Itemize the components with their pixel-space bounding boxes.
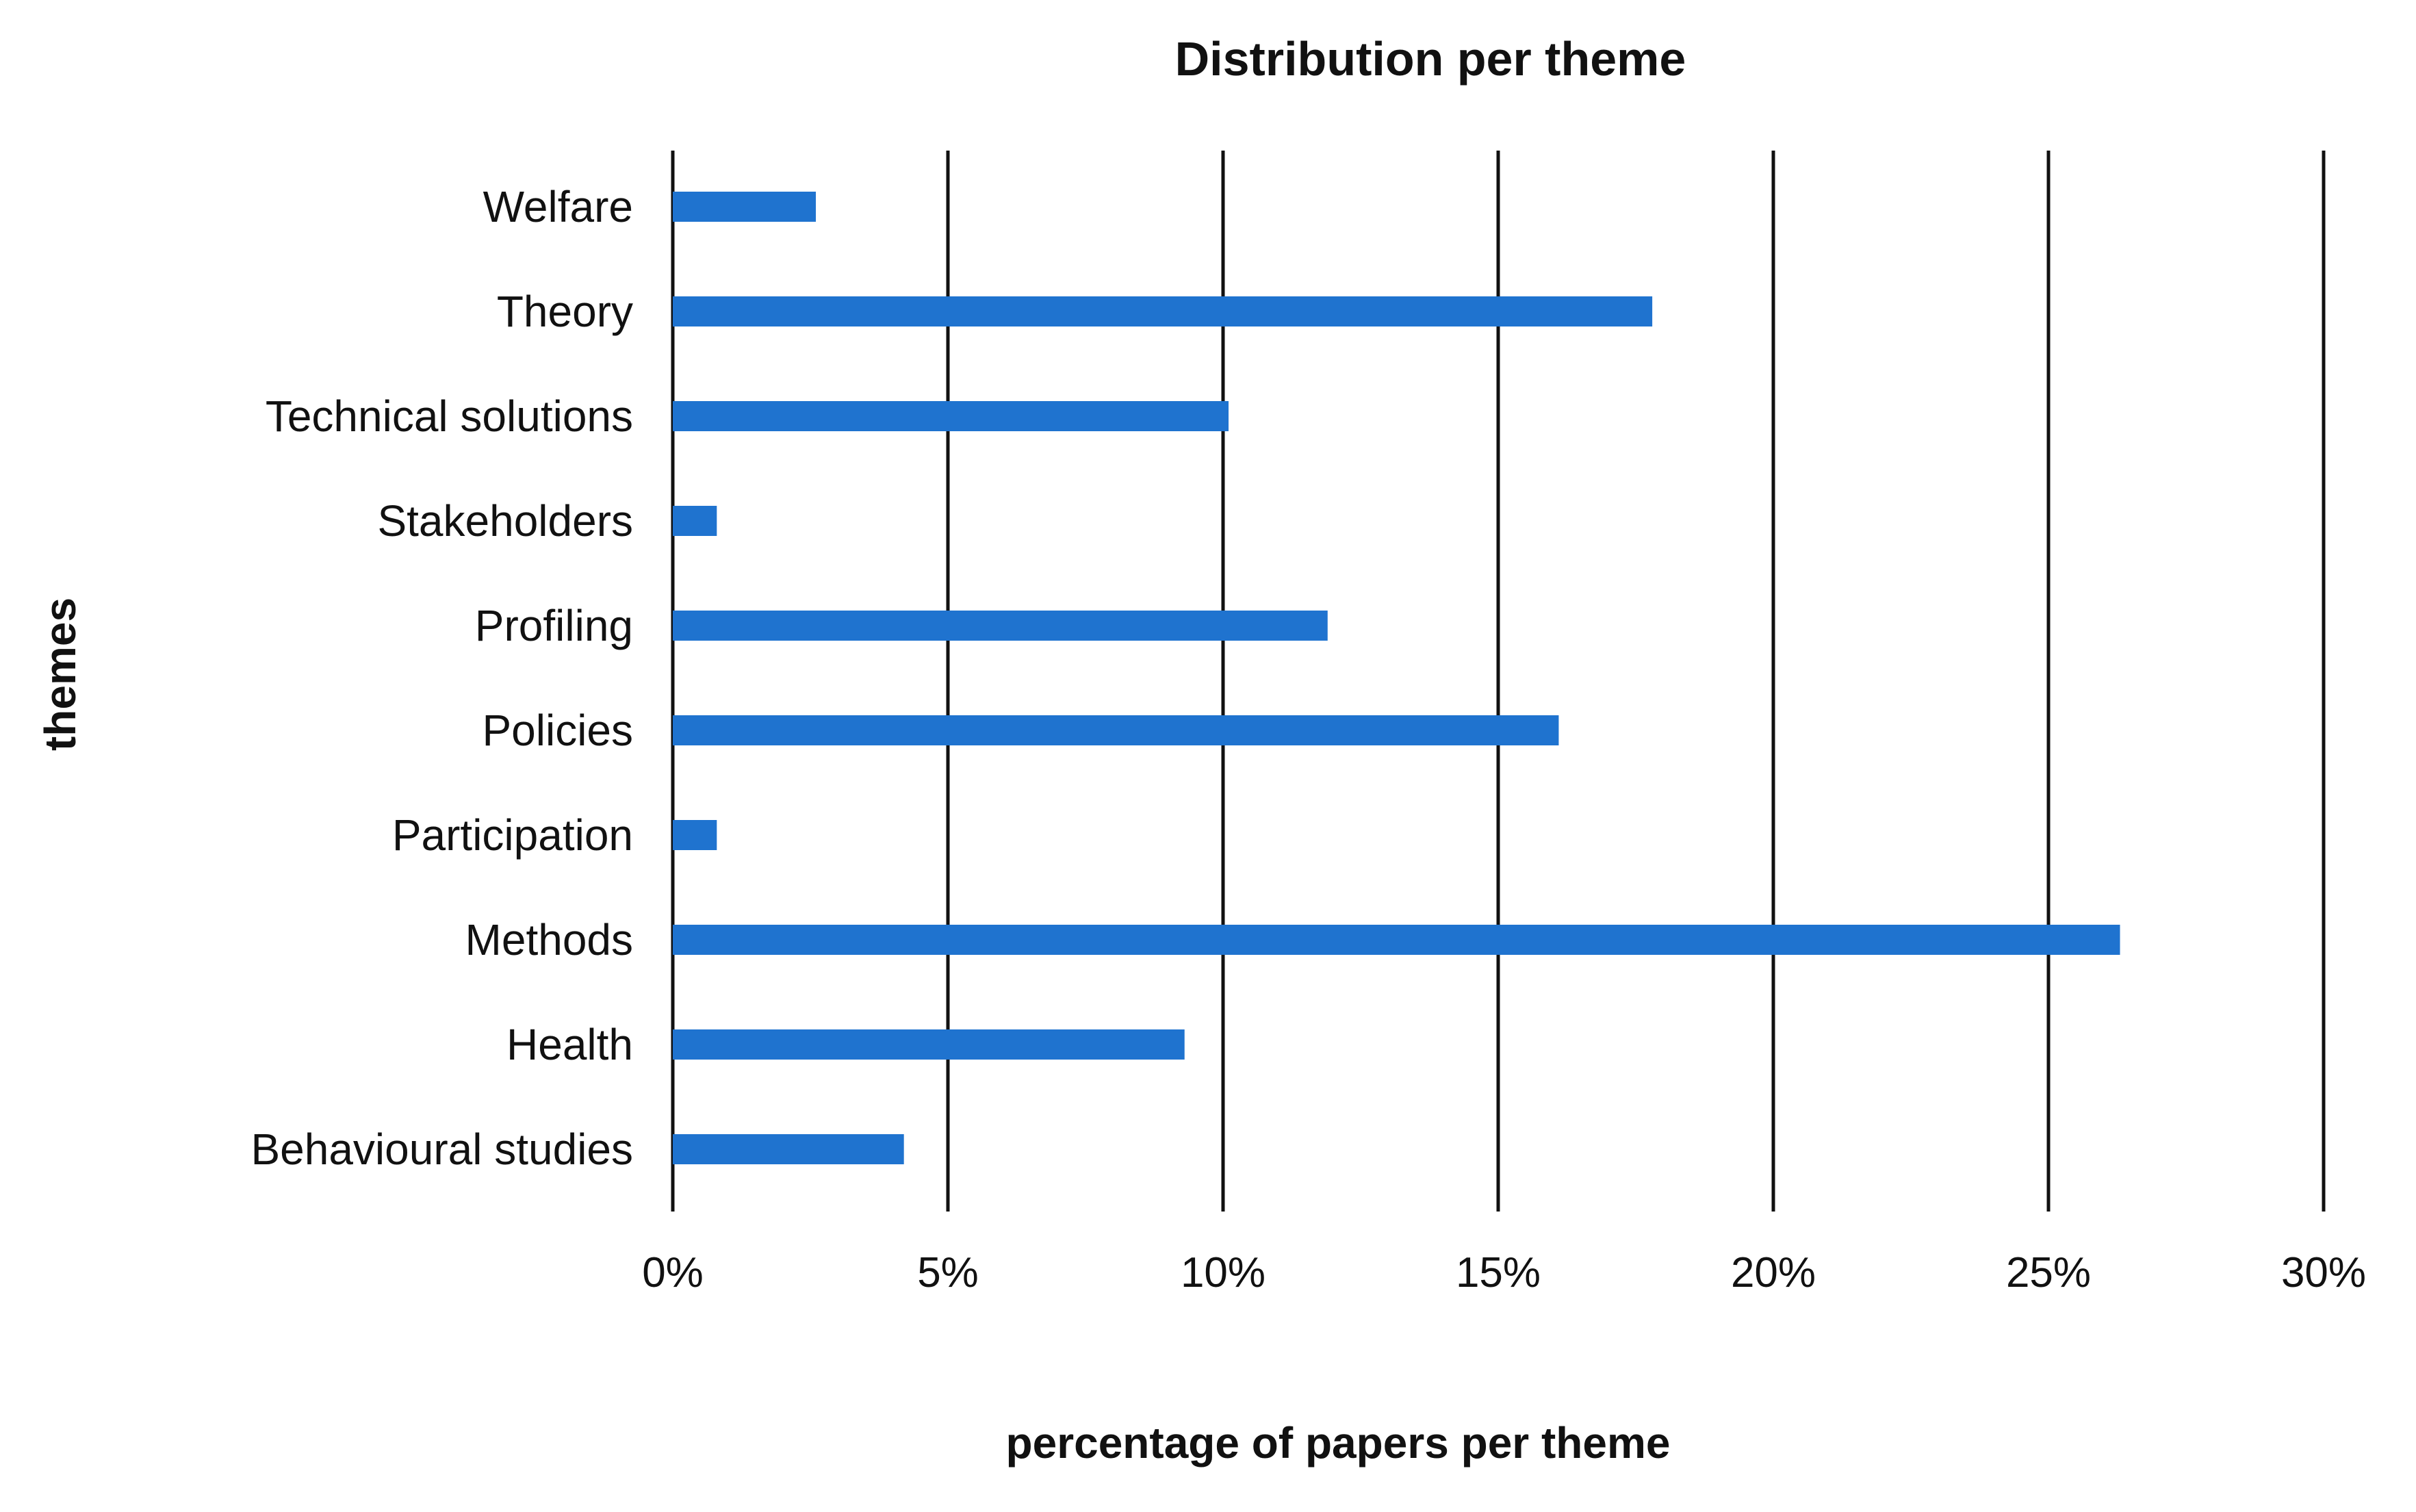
bar-health bbox=[673, 1029, 1185, 1060]
category-label: Health bbox=[506, 1020, 633, 1069]
x-tick-label: 30% bbox=[2281, 1249, 2366, 1296]
bar-welfare bbox=[673, 192, 817, 222]
gridlines bbox=[671, 151, 2326, 1212]
bars bbox=[673, 192, 2120, 1164]
x-tick-label: 20% bbox=[1731, 1249, 1816, 1296]
category-label: Methods bbox=[465, 915, 633, 964]
category-label: Welfare bbox=[483, 182, 633, 231]
y-axis-title: themes bbox=[36, 598, 85, 751]
category-label: Stakeholders bbox=[377, 496, 633, 546]
x-tick-labels: 0% 5% 10% 15% 20% 25% 30% bbox=[642, 1249, 2366, 1296]
category-label: Participation bbox=[392, 810, 633, 860]
category-label: Technical solutions bbox=[266, 392, 633, 441]
category-label: Theory bbox=[497, 287, 633, 336]
bar-stakeholders bbox=[673, 506, 717, 536]
bar-behavioural-studies bbox=[673, 1134, 904, 1164]
bar-profiling bbox=[673, 611, 1328, 641]
x-tick-label: 15% bbox=[1456, 1249, 1541, 1296]
x-tick-label: 0% bbox=[642, 1249, 704, 1296]
x-tick-label: 25% bbox=[2006, 1249, 2091, 1296]
x-tick-label: 10% bbox=[1181, 1249, 1265, 1296]
bar-policies bbox=[673, 715, 1559, 745]
bar-participation bbox=[673, 820, 717, 850]
category-label: Behavioural studies bbox=[250, 1125, 633, 1174]
category-labels: Welfare Theory Technical solutions Stakehol… bbox=[250, 182, 633, 1174]
category-label: Profiling bbox=[475, 601, 633, 650]
x-tick-label: 5% bbox=[917, 1249, 979, 1296]
bar-technical-solutions bbox=[673, 401, 1229, 431]
chart-title: Distribution per theme bbox=[1175, 32, 1686, 86]
bar-methods bbox=[673, 925, 2120, 955]
x-axis-title: percentage of papers per theme bbox=[1006, 1418, 1671, 1468]
category-label: Policies bbox=[482, 706, 633, 755]
bar-theory bbox=[673, 296, 1653, 326]
